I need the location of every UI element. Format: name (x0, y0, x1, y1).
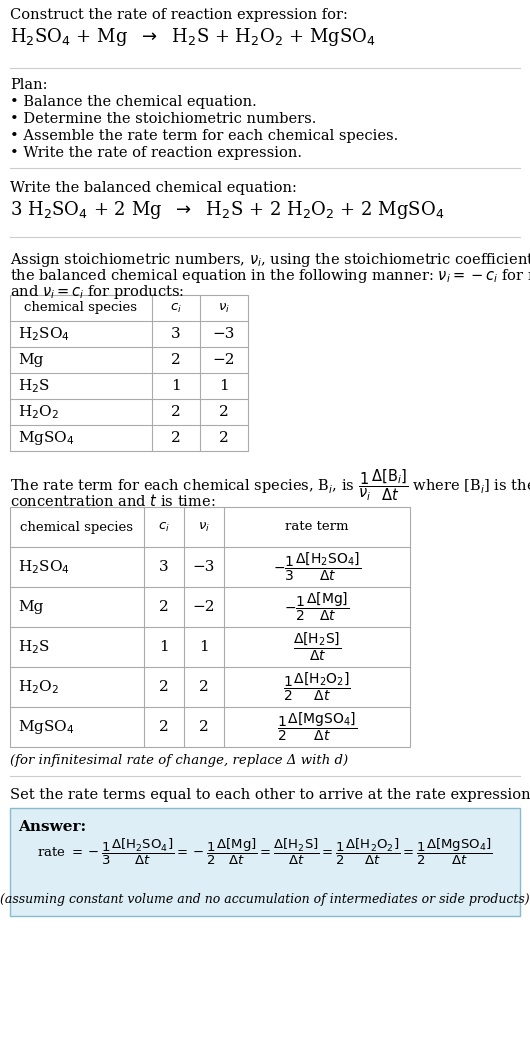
Text: (for infinitesimal rate of change, replace Δ with d): (for infinitesimal rate of change, repla… (10, 754, 348, 767)
Text: Construct the rate of reaction expression for:: Construct the rate of reaction expressio… (10, 8, 348, 22)
Text: 1: 1 (159, 640, 169, 654)
Text: Answer:: Answer: (18, 820, 86, 834)
Text: 2: 2 (159, 600, 169, 614)
Text: Set the rate terms equal to each other to arrive at the rate expression:: Set the rate terms equal to each other t… (10, 788, 530, 802)
Text: H$_2$SO$_4$: H$_2$SO$_4$ (18, 559, 70, 576)
Text: • Determine the stoichiometric numbers.: • Determine the stoichiometric numbers. (10, 112, 316, 126)
Text: 1: 1 (199, 640, 209, 654)
Text: 2: 2 (171, 353, 181, 367)
Text: 3: 3 (171, 327, 181, 341)
Text: Assign stoichiometric numbers, $\nu_i$, using the stoichiometric coefficients, $: Assign stoichiometric numbers, $\nu_i$, … (10, 251, 530, 269)
Text: and $\nu_i = c_i$ for products:: and $\nu_i = c_i$ for products: (10, 283, 184, 301)
Text: $c_i$: $c_i$ (158, 521, 170, 533)
Text: The rate term for each chemical species, B$_i$, is $\dfrac{1}{\nu_i}\dfrac{\Delt: The rate term for each chemical species,… (10, 467, 530, 502)
Text: $-\dfrac{1}{2}\dfrac{\Delta[\mathrm{Mg}]}{\Delta t}$: $-\dfrac{1}{2}\dfrac{\Delta[\mathrm{Mg}]… (285, 591, 350, 623)
Text: the balanced chemical equation in the following manner: $\nu_i = -c_i$ for react: the balanced chemical equation in the fo… (10, 267, 530, 285)
Text: MgSO$_4$: MgSO$_4$ (18, 718, 75, 736)
Text: rate $= -\dfrac{1}{3}\dfrac{\Delta[\mathrm{H_2SO_4}]}{\Delta t} = -\dfrac{1}{2}\: rate $= -\dfrac{1}{3}\dfrac{\Delta[\math… (37, 837, 493, 867)
Bar (10, 808, 520, 916)
Text: 2: 2 (219, 405, 229, 419)
Text: −3: −3 (193, 560, 215, 574)
Text: −2: −2 (193, 600, 215, 614)
Text: 2: 2 (199, 720, 209, 734)
Text: 2: 2 (199, 680, 209, 693)
Text: • Balance the chemical equation.: • Balance the chemical equation. (10, 95, 257, 109)
Text: 3 H$_2$SO$_4$ + 2 Mg  $\rightarrow$  H$_2$S + 2 H$_2$O$_2$ + 2 MgSO$_4$: 3 H$_2$SO$_4$ + 2 Mg $\rightarrow$ H$_2$… (10, 199, 445, 221)
Text: $\dfrac{\Delta[\mathrm{H_2S}]}{\Delta t}$: $\dfrac{\Delta[\mathrm{H_2S}]}{\Delta t}… (293, 631, 341, 663)
Text: rate term: rate term (285, 521, 349, 533)
Text: 2: 2 (171, 405, 181, 419)
Text: (assuming constant volume and no accumulation of intermediates or side products): (assuming constant volume and no accumul… (0, 893, 530, 906)
Text: MgSO$_4$: MgSO$_4$ (18, 429, 75, 447)
Text: H$_2$O$_2$: H$_2$O$_2$ (18, 403, 59, 420)
Text: • Assemble the rate term for each chemical species.: • Assemble the rate term for each chemic… (10, 129, 398, 143)
Bar (10, 295, 248, 451)
Text: • Write the rate of reaction expression.: • Write the rate of reaction expression. (10, 146, 302, 160)
Text: $c_i$: $c_i$ (170, 301, 182, 315)
Text: 1: 1 (171, 379, 181, 393)
Text: $-\dfrac{1}{3}\dfrac{\Delta[\mathrm{H_2SO_4}]}{\Delta t}$: $-\dfrac{1}{3}\dfrac{\Delta[\mathrm{H_2S… (273, 551, 361, 584)
Text: Mg: Mg (18, 600, 43, 614)
Text: concentration and $t$ is time:: concentration and $t$ is time: (10, 493, 216, 509)
Text: chemical species: chemical species (24, 301, 137, 315)
Text: Mg: Mg (18, 353, 43, 367)
Text: H$_2$O$_2$: H$_2$O$_2$ (18, 678, 59, 696)
Text: Plan:: Plan: (10, 78, 48, 92)
Text: $\nu_i$: $\nu_i$ (198, 521, 210, 533)
Text: Write the balanced chemical equation:: Write the balanced chemical equation: (10, 181, 297, 195)
Text: 3: 3 (159, 560, 169, 574)
Text: $\dfrac{1}{2}\dfrac{\Delta[\mathrm{H_2O_2}]}{\Delta t}$: $\dfrac{1}{2}\dfrac{\Delta[\mathrm{H_2O_… (283, 670, 351, 703)
Text: −2: −2 (213, 353, 235, 367)
Text: 1: 1 (219, 379, 229, 393)
Text: H$_2$SO$_4$ + Mg  $\rightarrow$  H$_2$S + H$_2$O$_2$ + MgSO$_4$: H$_2$SO$_4$ + Mg $\rightarrow$ H$_2$S + … (10, 26, 376, 48)
Text: H$_2$S: H$_2$S (18, 378, 50, 394)
Text: H$_2$SO$_4$: H$_2$SO$_4$ (18, 325, 70, 343)
Text: $\dfrac{1}{2}\dfrac{\Delta[\mathrm{MgSO_4}]}{\Delta t}$: $\dfrac{1}{2}\dfrac{\Delta[\mathrm{MgSO_… (277, 711, 357, 743)
Text: 2: 2 (159, 720, 169, 734)
Text: H$_2$S: H$_2$S (18, 638, 50, 656)
Text: 2: 2 (171, 431, 181, 445)
Text: chemical species: chemical species (21, 521, 134, 533)
Text: 2: 2 (219, 431, 229, 445)
Bar (10, 507, 410, 747)
Text: $\nu_i$: $\nu_i$ (218, 301, 230, 315)
Text: −3: −3 (213, 327, 235, 341)
Text: 2: 2 (159, 680, 169, 693)
